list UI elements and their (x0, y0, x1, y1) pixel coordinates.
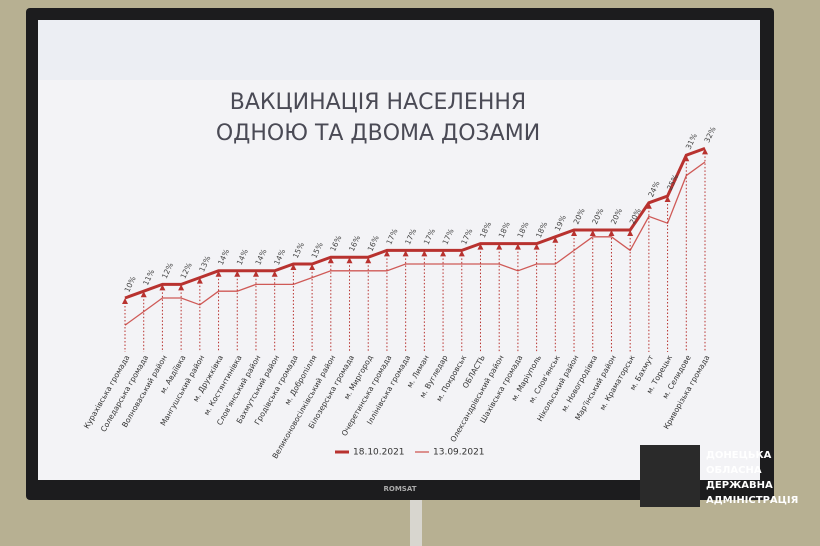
marker (234, 270, 241, 277)
logo-text: ОБЛАСНА (706, 465, 762, 476)
logo-text: ДОНЕЦЬКА (706, 450, 772, 461)
marker (346, 257, 353, 264)
marker (365, 257, 372, 264)
marker (215, 270, 222, 277)
marker (645, 202, 652, 209)
legend-label: 18.10.2021 (353, 448, 405, 458)
marker (514, 243, 521, 250)
marker (327, 257, 334, 264)
marker (589, 230, 596, 236)
marker (458, 250, 465, 257)
marker (159, 284, 166, 291)
chart-title: ОДНОЮ ТА ДВОМА ДОЗАМИ (216, 121, 540, 146)
marker (683, 155, 690, 162)
marker (196, 277, 203, 284)
marker (421, 250, 428, 257)
marker (271, 270, 278, 277)
marker (383, 250, 390, 257)
marker (122, 298, 128, 304)
marker (552, 236, 559, 243)
marker (477, 243, 484, 250)
marker (309, 264, 316, 270)
logo-text: ДЕРЖАВНА (706, 480, 773, 491)
marker (178, 284, 185, 291)
chart-title: ВАКЦИНАЦІЯ НАСЕЛЕННЯ (230, 90, 526, 115)
series-line (124, 161, 706, 326)
marker (440, 250, 447, 257)
marker (402, 250, 409, 257)
stand (410, 495, 422, 546)
marker (140, 291, 147, 298)
marker (608, 230, 615, 236)
series-line (124, 146, 706, 300)
marker (627, 230, 634, 236)
brand: ROMSAT (384, 485, 417, 493)
marker (664, 196, 671, 202)
marker (533, 243, 540, 250)
legend-label: 13.09.2021 (433, 448, 485, 458)
marker (702, 148, 708, 155)
marker (290, 264, 297, 270)
marker (496, 243, 503, 250)
marker (252, 270, 259, 277)
logo-emblem (640, 445, 700, 507)
screen-toolbar (38, 20, 760, 80)
marker (571, 230, 578, 236)
logo-text: АДМІНІСТРАЦІЯ (706, 495, 798, 506)
